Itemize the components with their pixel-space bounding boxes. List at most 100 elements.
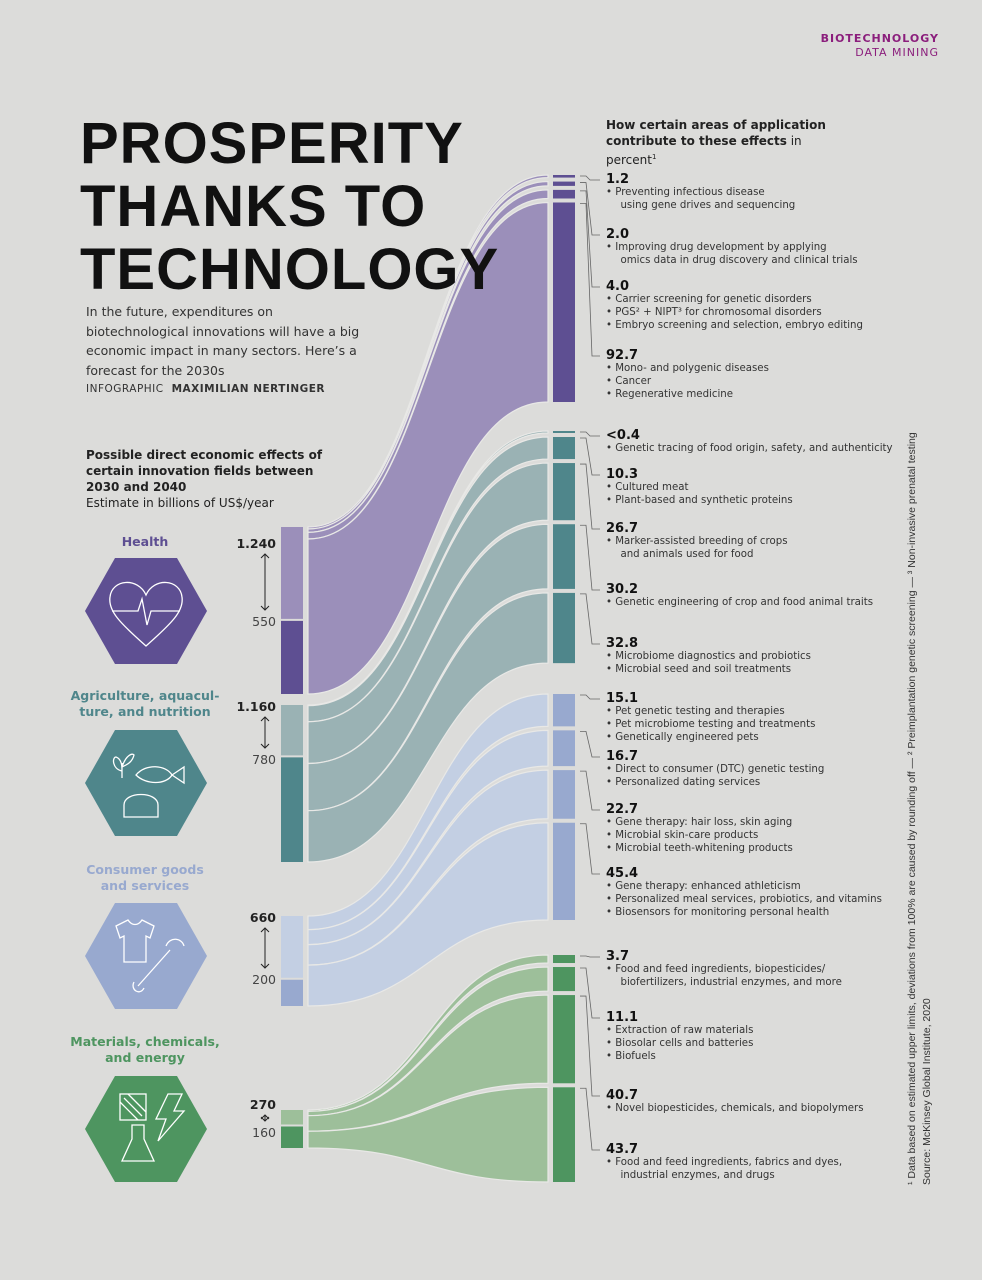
title-line: THANKS TO bbox=[80, 174, 427, 239]
area-item: • Gene therapy: hair loss, skin aging bbox=[606, 817, 793, 828]
area-label: 1.2 • Preventing infectious disease using… bbox=[606, 172, 795, 213]
left-heading: Possible direct economic effects of cert… bbox=[86, 447, 346, 511]
category-name: Health bbox=[121, 534, 169, 549]
connector-line bbox=[580, 593, 600, 645]
area-label: 45.4 • Gene therapy: enhanced athleticism… bbox=[606, 866, 882, 919]
area-label: 10.3 • Cultured meat • Plant-based and syn… bbox=[606, 467, 793, 508]
area-label: 16.7 • Direct to consumer (DTC) genetic t… bbox=[606, 749, 824, 790]
area-item: • Regenerative medicine bbox=[606, 388, 734, 400]
shirt-wrench-icon bbox=[115, 919, 185, 993]
area-bar bbox=[553, 955, 575, 964]
category-hexagon bbox=[85, 1076, 207, 1182]
lower-estimate-bar bbox=[281, 756, 303, 862]
left-heading-title: Possible direct economic effects of cert… bbox=[86, 448, 323, 494]
area-label: 22.7 • Gene therapy: hair loss, skin agin… bbox=[606, 802, 793, 855]
upper-estimate-bar bbox=[281, 705, 303, 757]
area-bar bbox=[553, 524, 575, 589]
area-bar bbox=[553, 437, 575, 460]
area-bar bbox=[553, 967, 575, 992]
flow-band bbox=[307, 822, 549, 1007]
area-bar bbox=[553, 463, 575, 521]
heart-pulse-icon bbox=[109, 581, 183, 647]
area-percent: 11.1 bbox=[606, 1010, 639, 1025]
area-label: 26.7 • Marker-assisted breeding of crops … bbox=[606, 521, 788, 562]
area-label: 43.7 • Food and feed ingredients, fabrics… bbox=[606, 1142, 842, 1183]
area-bar bbox=[553, 995, 575, 1084]
flow-band bbox=[307, 1086, 549, 1183]
area-bar bbox=[553, 822, 575, 920]
area-percent: 30.2 bbox=[606, 582, 639, 597]
source-text: Source: McKinsey Global Institute, 2020 bbox=[921, 998, 933, 1185]
lower-estimate-value: 550 bbox=[252, 614, 276, 629]
area-item: • Mono- and polygenic diseases bbox=[606, 363, 769, 374]
area-item: • Biosensors for monitoring personal hea… bbox=[606, 906, 830, 918]
area-percent: <0.4 bbox=[606, 428, 640, 443]
right-heading-unit: in percent bbox=[606, 134, 802, 167]
area-label: 92.7 • Mono- and polygenic diseases • Canc… bbox=[606, 348, 769, 401]
area-label: 30.2 • Genetic engineering of crop and fo… bbox=[606, 582, 873, 610]
credit-author: MAXIMILIAN NERTINGER bbox=[171, 383, 326, 395]
right-heading-title: How certain areas of application contrib… bbox=[606, 118, 826, 148]
area-bar bbox=[553, 730, 575, 767]
area-item: • Pet genetic testing and therapies bbox=[606, 706, 785, 717]
connector-line bbox=[580, 182, 600, 236]
credit-label: INFOGRAPHIC bbox=[86, 383, 164, 395]
flow-band bbox=[307, 693, 549, 931]
area-item: • Microbial teeth-whitening products bbox=[606, 842, 793, 854]
flow-band bbox=[307, 954, 549, 1113]
area-percent: 1.2 bbox=[606, 172, 630, 187]
area-label: 15.1 • Pet genetic testing and therapies •… bbox=[606, 691, 815, 744]
connector-line bbox=[580, 770, 600, 811]
flow-band bbox=[307, 966, 549, 1117]
area-percent: 26.7 bbox=[606, 521, 639, 536]
area-label: 2.0 • Improving drug development by apply… bbox=[606, 227, 858, 268]
connector-line bbox=[580, 694, 600, 700]
category-name: Consumer goods and services bbox=[86, 862, 204, 893]
upper-estimate-value: 1.240 bbox=[236, 536, 276, 551]
area-item: • Food and feed ingredients, biopesticid… bbox=[606, 964, 842, 988]
area-label: 11.1 • Extraction of raw materials • Bioso… bbox=[606, 1010, 753, 1063]
area-item: • Preventing infectious disease using ge… bbox=[606, 187, 796, 211]
category-hexagon bbox=[85, 558, 207, 664]
area-item: • Marker-assisted breeding of crops and … bbox=[606, 536, 788, 560]
area-item: • Pet microbiome testing and treatments bbox=[606, 718, 816, 730]
area-item: • Personalized meal services, probiotics… bbox=[606, 893, 882, 905]
area-item: • Genetic tracing of food origin, safety… bbox=[606, 443, 893, 454]
connector-line bbox=[580, 1087, 600, 1151]
footnote: ¹ Data based on estimated upper limits, … bbox=[905, 432, 935, 1185]
connector-line bbox=[580, 955, 600, 958]
area-item: • Gene therapy: enhanced athleticism bbox=[606, 881, 801, 892]
lower-estimate-value: 780 bbox=[252, 752, 276, 767]
flow-band bbox=[307, 523, 549, 812]
material-flask-lightning-icon bbox=[119, 1093, 186, 1162]
lower-estimate-bar bbox=[281, 619, 303, 694]
area-bar bbox=[553, 431, 575, 433]
area-percent: 15.1 bbox=[606, 691, 639, 706]
upper-estimate-value: 270 bbox=[249, 1097, 276, 1112]
connector-line bbox=[580, 463, 600, 530]
area-percent: 22.7 bbox=[606, 802, 639, 817]
area-item: • Extraction of raw materials bbox=[606, 1025, 754, 1036]
connector-line bbox=[580, 524, 600, 591]
connector-line bbox=[580, 995, 600, 1097]
area-percent: 45.4 bbox=[606, 866, 639, 881]
category-hexagon bbox=[85, 730, 207, 836]
area-item: • Improving drug development by applying… bbox=[606, 242, 858, 266]
area-percent: 43.7 bbox=[606, 1142, 639, 1157]
area-bar bbox=[553, 1087, 575, 1182]
title-line: PROSPERITY bbox=[80, 111, 464, 176]
lower-estimate-bar bbox=[281, 978, 303, 1006]
upper-estimate-bar bbox=[281, 916, 303, 979]
connector-line bbox=[580, 190, 600, 288]
page-title: PROSPERITY THANKS TO TECHNOLOGY bbox=[80, 112, 499, 301]
connector-line bbox=[580, 203, 600, 357]
connector-line bbox=[580, 431, 600, 437]
intro-text: In the future, expenditures on biotechno… bbox=[86, 304, 360, 378]
connector-line bbox=[580, 175, 600, 181]
area-percent: 32.8 bbox=[606, 636, 639, 651]
flow-band bbox=[307, 592, 549, 863]
upper-estimate-value: 1.160 bbox=[236, 699, 276, 714]
area-item: • Cancer bbox=[606, 375, 652, 387]
area-bar bbox=[553, 175, 575, 178]
